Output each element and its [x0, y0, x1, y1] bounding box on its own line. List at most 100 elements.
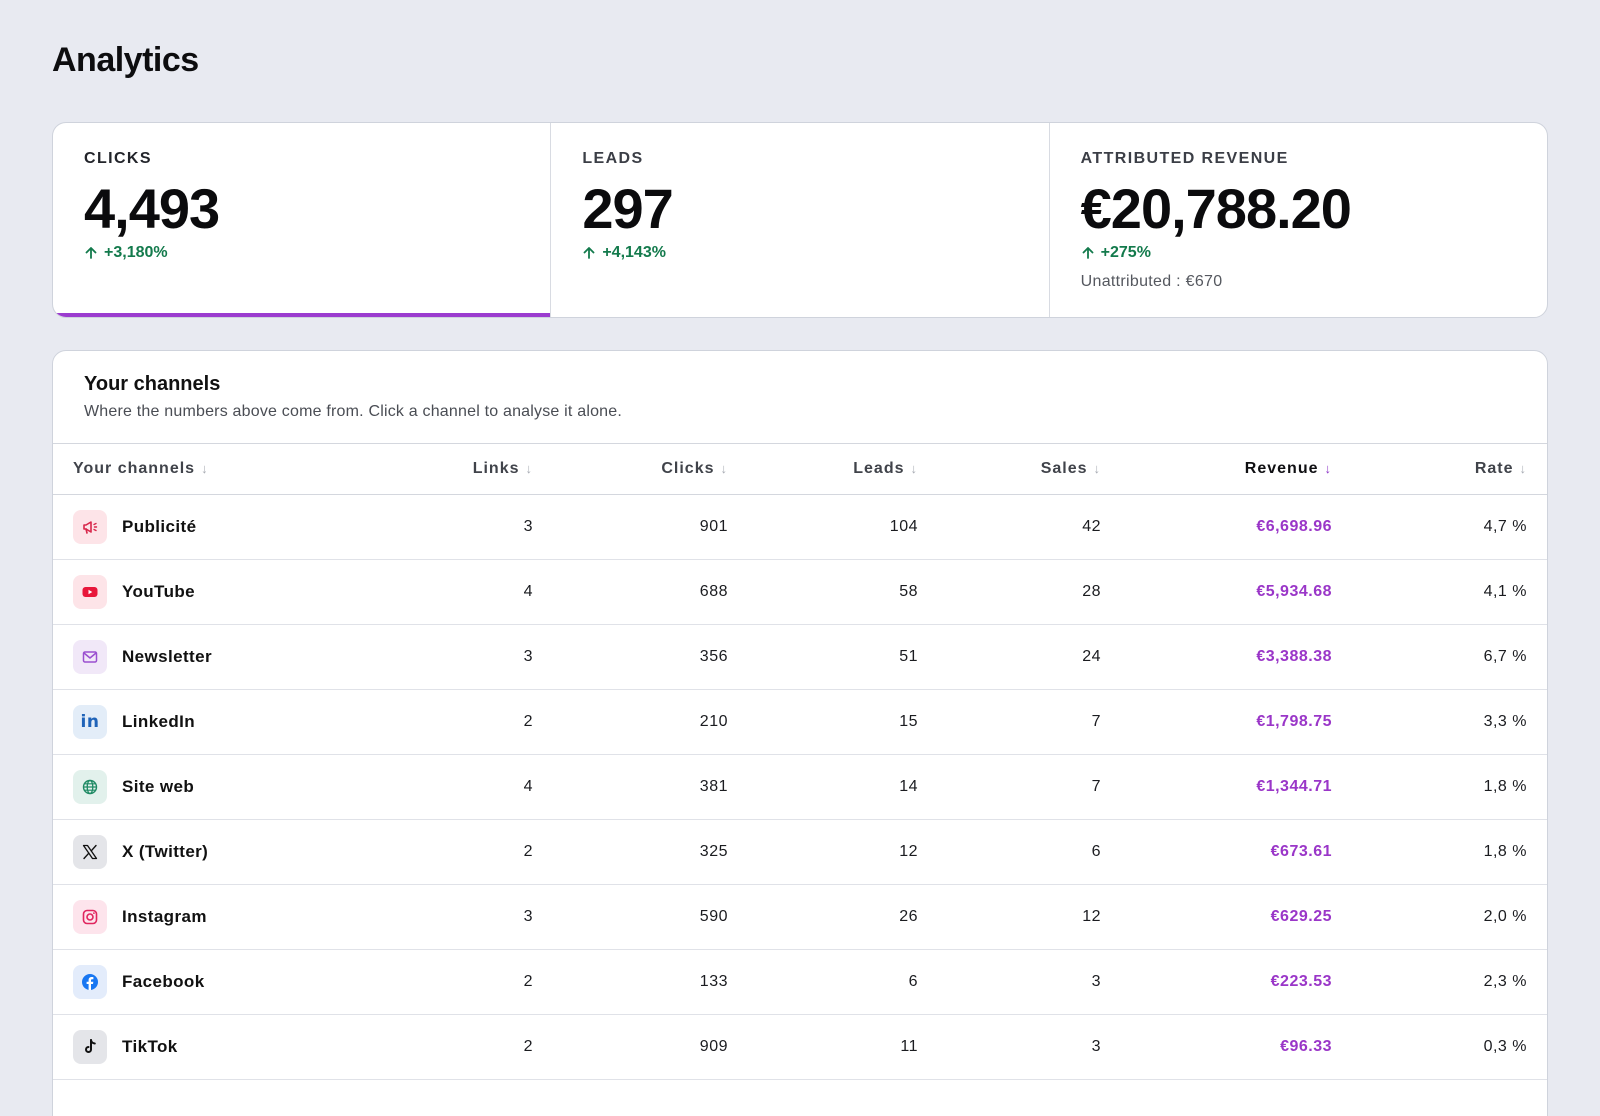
sales-cell: 42 [918, 494, 1101, 560]
clicks-cell: 133 [533, 949, 728, 1015]
column-header-rate[interactable]: Rate ↓ [1332, 444, 1547, 495]
table-header-row: Your channels ↓ Links ↓ Clicks ↓ Leads ↓ Sal… [53, 444, 1547, 495]
rate-cell: 3,3 % [1332, 689, 1547, 755]
sort-arrow-icon: ↓ [201, 460, 209, 476]
facebook-icon [73, 964, 107, 999]
revenue-cell: €1,798.75 [1101, 689, 1332, 755]
sales-cell: 7 [918, 689, 1101, 755]
rate-cell: 2,3 % [1332, 949, 1547, 1015]
leads-cell: 15 [728, 689, 918, 755]
column-header-label: Rate [1474, 459, 1514, 477]
kpi-leads-delta-value: +4,143% [602, 244, 666, 261]
channel-link[interactable]: Instagram [73, 899, 383, 934]
leads-cell: 104 [728, 494, 918, 560]
column-header-leads[interactable]: Leads ↓ [728, 444, 918, 495]
channel-link[interactable]: Publicité [73, 509, 383, 544]
sort-arrow-icon: ↓ [910, 460, 918, 476]
channel-link[interactable]: in LinkedIn [73, 704, 383, 739]
channel-name: Instagram [122, 906, 207, 926]
kpi-leads-value: 297 [582, 177, 673, 240]
kpi-revenue-unattributed: Unattributed : €670 [1080, 273, 1223, 290]
clicks-cell: 901 [533, 494, 728, 560]
kpi-leads[interactable]: LEADS 297 +4,143% [551, 123, 1050, 317]
channels-header: Your channels Where the numbers above co… [53, 351, 1547, 444]
column-header-sales[interactable]: Sales ↓ [918, 444, 1101, 495]
sort-arrow-icon: ↓ [1324, 460, 1332, 476]
sales-cell: 6 [918, 819, 1101, 885]
channels-subtitle: Where the numbers above come from. Click… [84, 403, 623, 420]
sort-arrow-icon: ↓ [1519, 460, 1527, 476]
column-header-label: Your channels [73, 459, 196, 477]
leads-cell: 14 [728, 754, 918, 820]
column-header-label: Links [472, 459, 520, 477]
table-row[interactable]: Newsletter 3 356 51 24 €3,388.38 6,7 % [53, 624, 1547, 690]
column-header-label: Clicks [661, 459, 715, 477]
kpi-clicks[interactable]: CLICKS 4,493 +3,180% [53, 123, 552, 317]
channel-name: Facebook [122, 971, 205, 991]
column-header-links[interactable]: Links ↓ [383, 444, 533, 495]
channels-card: Your channels Where the numbers above co… [52, 350, 1548, 1116]
channels-title: Your channels [84, 373, 221, 395]
table-row[interactable]: in LinkedIn 2 210 15 7 €1,798.75 3,3 % [53, 689, 1547, 755]
page-title: Analytics [52, 41, 199, 79]
revenue-cell: €3,388.38 [1101, 624, 1332, 690]
megaphone-icon [73, 509, 107, 544]
arrow-up-icon [85, 247, 97, 259]
column-header-clicks[interactable]: Clicks ↓ [533, 444, 728, 495]
channel-link[interactable]: Newsletter [73, 639, 383, 674]
column-header-revenue[interactable]: Revenue ↓ [1101, 444, 1332, 495]
channel-link[interactable]: X (Twitter) [73, 834, 383, 869]
channel-link[interactable]: TikTok [73, 1029, 383, 1064]
kpi-revenue-label: ATTRIBUTED REVENUE [1080, 150, 1289, 167]
channel-cell: in LinkedIn [53, 689, 383, 755]
clicks-cell: 688 [533, 559, 728, 625]
revenue-cell: €96.33 [1101, 1014, 1332, 1080]
kpi-leads-label: LEADS [582, 150, 644, 167]
table-row[interactable]: YouTube 4 688 58 28 €5,934.68 4,1 % [53, 559, 1547, 625]
table-row[interactable]: Publicité 3 901 104 42 €6,698.96 4,7 % [53, 494, 1547, 560]
channel-name: Site web [122, 776, 195, 796]
clicks-cell: 356 [533, 624, 728, 690]
revenue-cell: €1,344.71 [1101, 754, 1332, 820]
channel-name: TikTok [122, 1036, 178, 1056]
column-header-label: Sales [1040, 459, 1088, 477]
kpi-revenue[interactable]: ATTRIBUTED REVENUE €20,788.20 +275% Unat… [1050, 123, 1547, 317]
arrow-up-icon [1082, 247, 1094, 259]
sales-cell: 3 [918, 949, 1101, 1015]
leads-cell: 51 [728, 624, 918, 690]
channel-link[interactable]: Facebook [73, 964, 383, 999]
channel-link[interactable]: YouTube [73, 574, 383, 609]
table-row[interactable]: Facebook 2 133 6 3 €223.53 2,3 % [53, 949, 1547, 1015]
column-header-label: Revenue [1244, 459, 1319, 477]
sales-cell: 12 [918, 884, 1101, 950]
sales-cell: 7 [918, 754, 1101, 820]
links-cell: 4 [383, 559, 533, 625]
leads-cell: 6 [728, 949, 918, 1015]
rate-cell: 4,1 % [1332, 559, 1547, 625]
rate-cell: 1,8 % [1332, 819, 1547, 885]
links-cell: 2 [383, 819, 533, 885]
links-cell: 2 [383, 689, 533, 755]
channel-cell: Site web [53, 754, 383, 820]
revenue-cell: €5,934.68 [1101, 559, 1332, 625]
table-row[interactable]: Site web 4 381 14 7 €1,344.71 1,8 % [53, 754, 1547, 820]
kpi-revenue-value: €20,788.20 [1080, 177, 1352, 240]
table-row[interactable]: TikTok 2 909 11 3 €96.33 0,3 % [53, 1014, 1547, 1080]
linkedin-icon: in [73, 704, 107, 739]
channel-cell: Facebook [53, 949, 383, 1015]
linkedin-glyph: in [80, 711, 100, 732]
leads-cell: 26 [728, 884, 918, 950]
channel-cell: Instagram [53, 884, 383, 950]
table-row[interactable]: X (Twitter) 2 325 12 6 €673.61 1,8 % [53, 819, 1547, 885]
links-cell: 3 [383, 884, 533, 950]
youtube-icon [73, 574, 107, 609]
channel-link[interactable]: Site web [73, 769, 383, 804]
tiktok-icon [73, 1029, 107, 1064]
channel-cell: X (Twitter) [53, 819, 383, 885]
table-row[interactable]: Instagram 3 590 26 12 €629.25 2,0 % [53, 884, 1547, 950]
sort-arrow-icon: ↓ [720, 460, 728, 476]
arrow-up-icon [583, 247, 595, 259]
channel-cell: TikTok [53, 1014, 383, 1080]
column-header-channel[interactable]: Your channels ↓ [53, 444, 383, 495]
